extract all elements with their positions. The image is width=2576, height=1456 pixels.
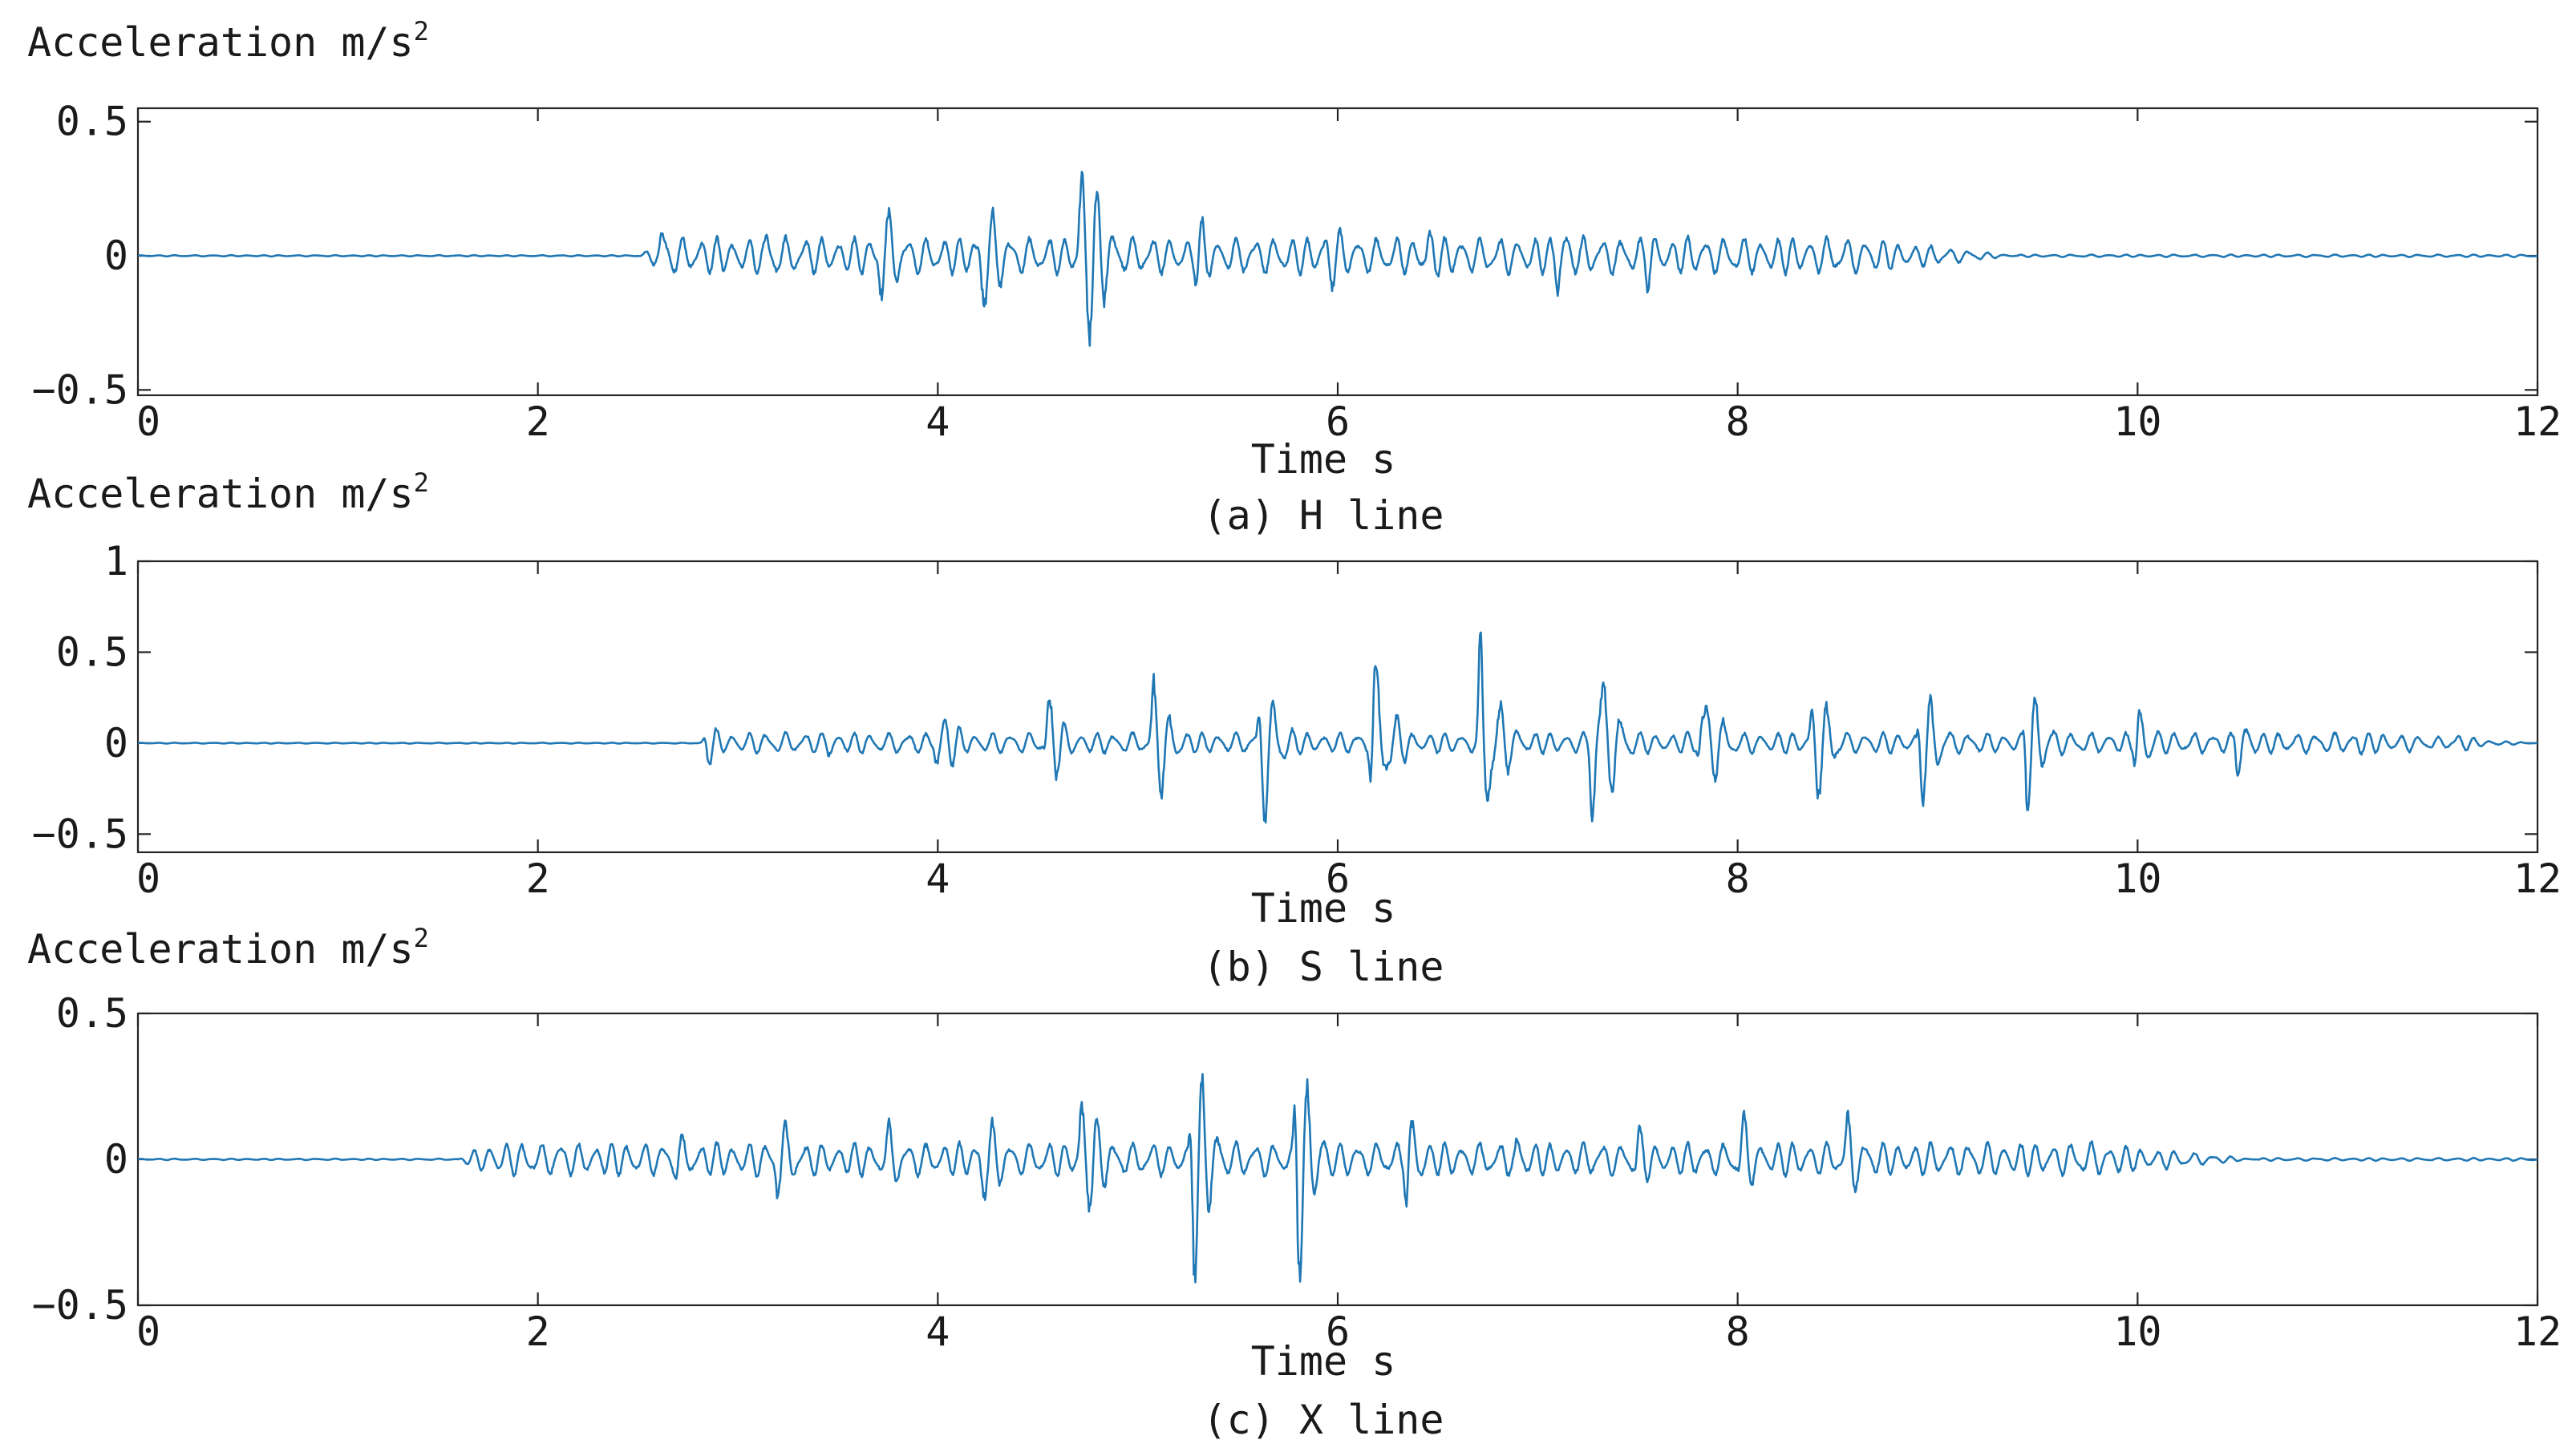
x-tick-label: 0 (136, 1308, 160, 1355)
panel-a-h-line: Acceleration m/s2 0 2 4 6 8 10 12−0.500.5 Time… (27, 16, 2562, 539)
panel-a-x-axis-title: Time s (1251, 436, 1396, 483)
panel-b-caption: (b) S line (1202, 944, 1444, 990)
panel-b-plot-area: 0 2 4 6 8 10 12−0.500.51 (32, 538, 2562, 902)
y-tick-label: 0 (104, 720, 128, 766)
x-tick-label: 4 (925, 855, 950, 902)
x-tick-label: 12 (2513, 1308, 2562, 1355)
panel-a-plot-area: 0 2 4 6 8 10 12−0.500.5 (32, 99, 2562, 445)
x-tick-label: 4 (925, 1308, 950, 1355)
x-tick-label: 6 (1326, 1308, 1350, 1355)
x-tick-label: 2 (526, 398, 550, 445)
y-tick-label: 1 (104, 538, 128, 584)
panel-c-y-axis-title: Acceleration m/s2 (27, 923, 429, 973)
x-tick-label: 12 (2513, 398, 2562, 445)
x-tick-label: 6 (1326, 398, 1350, 445)
y-tick-label: 0.5 (56, 99, 128, 145)
panel-a-caption: (a) H line (1202, 492, 1444, 539)
y-tick-label: −0.5 (32, 811, 128, 857)
x-tick-label: 0 (136, 398, 160, 445)
panel-c-caption: (c) X line (1202, 1397, 1444, 1443)
y-tick-label: 0.5 (56, 629, 128, 675)
acceleration-series-line (137, 631, 2538, 824)
y-tick-label: 0 (104, 233, 128, 279)
y-tick-label: −0.5 (32, 1282, 128, 1329)
x-tick-label: 8 (1726, 398, 1750, 445)
panel-c-x-axis-title: Time s (1251, 1338, 1396, 1385)
x-tick-label: 8 (1726, 1308, 1750, 1355)
x-tick-label: 8 (1726, 855, 1750, 902)
x-tick-label: 12 (2513, 855, 2562, 902)
panel-a-y-axis-title: Acceleration m/s2 (27, 16, 429, 66)
panel-c-x-line: Acceleration m/s2 0 2 4 6 8 10 12−0.500.5 Time… (27, 923, 2562, 1443)
y-tick-label: 0 (104, 1136, 128, 1183)
axes-frame (136, 560, 2539, 854)
panel-c-plot-area: 0 2 4 6 8 10 12−0.500.5 (32, 990, 2562, 1355)
acceleration-series-line (137, 1073, 2538, 1284)
y-tick-label: 0.5 (56, 990, 128, 1037)
y-tick-label: −0.5 (32, 366, 128, 413)
panel-b-y-axis-title: Acceleration m/s2 (27, 467, 429, 517)
x-tick-label: 10 (2113, 398, 2161, 445)
x-tick-label: 4 (925, 398, 950, 445)
panel-b-x-axis-title: Time s (1251, 885, 1396, 932)
panel-b-s-line: Acceleration m/s2 0 2 4 6 8 10 12−0.500.51 Tim… (27, 467, 2562, 990)
x-tick-label: 2 (526, 855, 550, 902)
x-tick-label: 0 (136, 855, 160, 902)
x-tick-label: 10 (2113, 855, 2161, 902)
x-tick-label: 6 (1326, 855, 1350, 902)
x-tick-label: 10 (2113, 1308, 2161, 1355)
x-tick-label: 2 (526, 1308, 550, 1355)
acceleration-series-line (137, 171, 2538, 347)
